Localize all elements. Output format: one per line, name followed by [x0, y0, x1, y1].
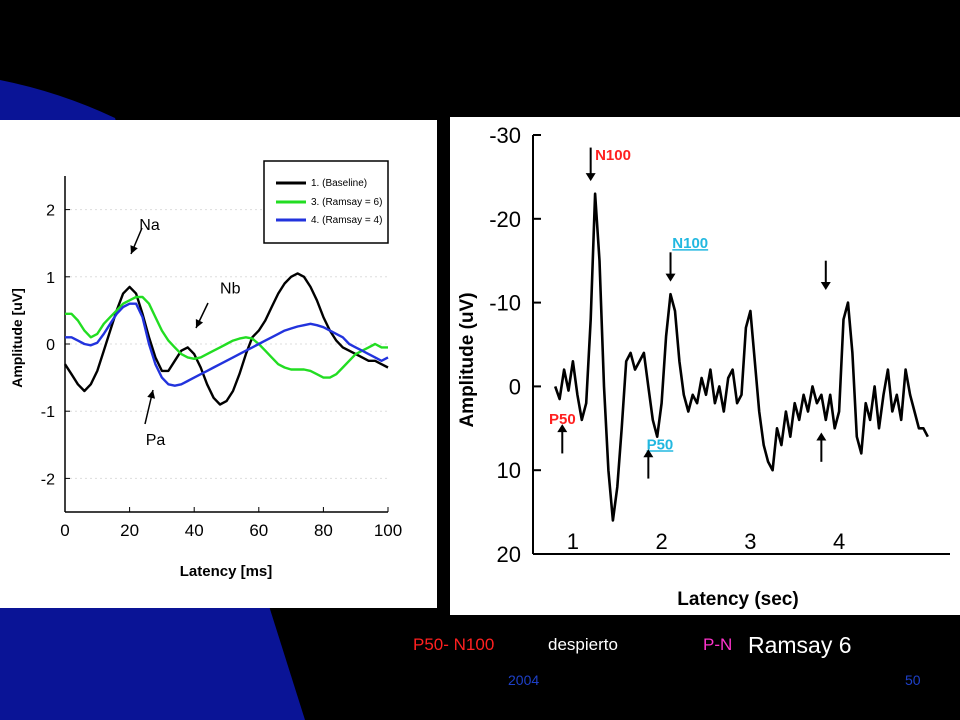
right-y-tick-label: -30 [489, 123, 521, 148]
right-arrowhead [665, 273, 676, 282]
right-annotation-p50-4: P50 [647, 436, 674, 453]
right-x-tick-label: 3 [744, 529, 756, 554]
left-x-tick-label: 80 [314, 521, 333, 540]
left-x-tick-label: 60 [249, 521, 268, 540]
right-x-tick-label: 2 [656, 529, 668, 554]
left-y-tick-label: 0 [46, 337, 55, 354]
right-x-tick-label: 4 [833, 529, 845, 554]
footer-year: 2004 [508, 672, 540, 688]
legend-entry-ramsay4: 4. (Ramsay = 4) [311, 215, 382, 226]
right-annotation-n100-1: N100 [595, 147, 631, 164]
left-x-tick-label: 40 [185, 521, 204, 540]
left-arrowhead [130, 245, 138, 254]
left-series-line-2 [65, 295, 388, 379]
left-arrowhead [147, 390, 156, 399]
right-chart-panel: -30 -20 -10 0 10 20 1 2 3 4 N100 N100 P50 P50 Latenc… [450, 117, 960, 615]
right-y-tick-label: 0 [509, 374, 521, 399]
caption-p-n: P-N [703, 635, 733, 654]
left-arrowhead [195, 319, 204, 328]
right-y-tick-label: 10 [497, 458, 521, 483]
left-x-tick-label: 20 [120, 521, 139, 540]
left-annotation-pa: Pa [146, 432, 166, 449]
caption-despierto: despierto [548, 635, 618, 654]
right-arrowhead [557, 424, 568, 433]
left-y-tick-label: 2 [46, 203, 55, 220]
left-y-tick-label: 1 [46, 270, 55, 287]
right-chart: -30 -20 -10 0 10 20 1 2 3 4 N100 N100 P50 P50 Latenc… [457, 123, 950, 610]
right-y-tick-label: -20 [489, 207, 521, 232]
right-annotation-p50-3: P50 [549, 411, 576, 428]
right-arrowhead [816, 432, 827, 441]
right-y-tick-label: -10 [489, 291, 521, 316]
left-xlabel: Latency [ms] [180, 563, 273, 580]
right-series-line-1 [553, 192, 929, 522]
left-y-tick-label: -2 [41, 471, 55, 488]
caption-ramsay: Ramsay 6 [748, 632, 852, 658]
right-annotation-n100-2: N100 [672, 235, 708, 252]
right-arrowhead [643, 449, 654, 458]
left-x-tick-label: 0 [60, 521, 69, 540]
right-x-tick-label: 1 [567, 529, 579, 554]
left-x-tick-label: 100 [374, 521, 402, 540]
right-y-tick-label: 20 [497, 542, 521, 567]
left-series-line-1 [63, 272, 389, 406]
right-arrowhead [820, 282, 831, 291]
footer-page-number: 50 [905, 672, 921, 688]
left-annotation-nb: Nb [220, 281, 241, 298]
left-legend: 1. (Baseline) 3. (Ramsay = 6) 4. (Ramsay… [263, 160, 389, 244]
left-chart-panel: 0 20 40 60 80 100 2 1 0 -1 -2 Na Nb Pa Latency [ms] … [0, 120, 437, 608]
legend-entry-ramsay6: 3. (Ramsay = 6) [311, 197, 382, 208]
legend-entry-baseline: 1. (Baseline) [311, 178, 367, 189]
right-ylabel: Amplitude (uV) [457, 292, 478, 427]
right-arrowhead [585, 173, 596, 182]
right-xlabel: Latency (sec) [677, 589, 798, 610]
left-y-tick-label: -1 [41, 404, 55, 421]
left-ylabel: Amplitude [uV] [9, 288, 25, 388]
left-annotation-na: Na [139, 217, 160, 234]
caption-p50-n100: P50- N100 [413, 635, 495, 654]
left-series-line-3 [65, 302, 389, 387]
